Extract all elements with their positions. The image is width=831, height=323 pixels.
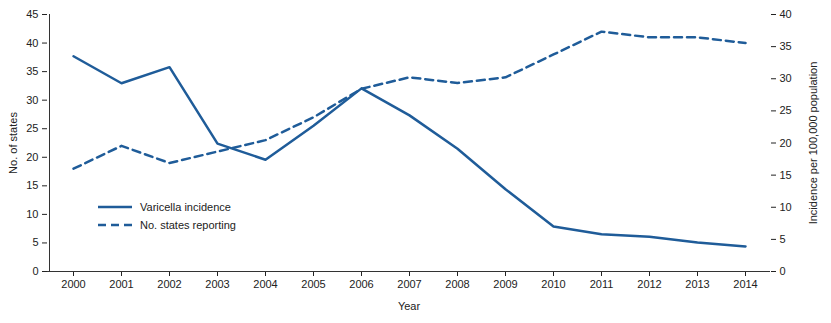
svg-text:20: 20 [780,137,792,149]
svg-text:10: 10 [26,208,38,220]
svg-text:0: 0 [780,265,786,277]
svg-text:5: 5 [32,236,38,248]
svg-text:25: 25 [780,104,792,116]
svg-text:2013: 2013 [685,278,709,290]
svg-text:15: 15 [26,179,38,191]
svg-text:2004: 2004 [253,278,277,290]
svg-text:40: 40 [26,37,38,49]
svg-text:2008: 2008 [445,278,469,290]
svg-text:2014: 2014 [733,278,757,290]
svg-text:20: 20 [26,151,38,163]
svg-text:2000: 2000 [61,278,85,290]
svg-text:2007: 2007 [397,278,421,290]
svg-text:2002: 2002 [157,278,181,290]
svg-text:30: 30 [26,94,38,106]
svg-text:45: 45 [26,8,38,20]
svg-text:2006: 2006 [349,278,373,290]
svg-text:2001: 2001 [109,278,133,290]
svg-text:Incidence per 100,000 populati: Incidence per 100,000 population [807,62,819,225]
svg-text:2011: 2011 [590,278,614,290]
svg-text:2012: 2012 [637,278,661,290]
svg-text:Year: Year [398,300,421,312]
html-text:Varicella incidence: Varicella incidence [140,201,231,213]
svg-text:10: 10 [780,201,792,213]
svg-text:35: 35 [780,40,792,52]
svg-text:2005: 2005 [301,278,325,290]
svg-text:15: 15 [780,169,792,181]
svg-text:5: 5 [780,233,786,245]
svg-text:35: 35 [26,65,38,77]
svg-text:25: 25 [26,122,38,134]
svg-text:30: 30 [780,72,792,84]
svg-text:2009: 2009 [493,278,517,290]
html-text:No. states reporting: No. states reporting [140,219,236,231]
svg-text:2003: 2003 [205,278,229,290]
svg-text:40: 40 [780,8,792,20]
svg-text:0: 0 [32,265,38,277]
svg-text:No. of states: No. of states [7,112,19,174]
svg-text:2010: 2010 [541,278,565,290]
